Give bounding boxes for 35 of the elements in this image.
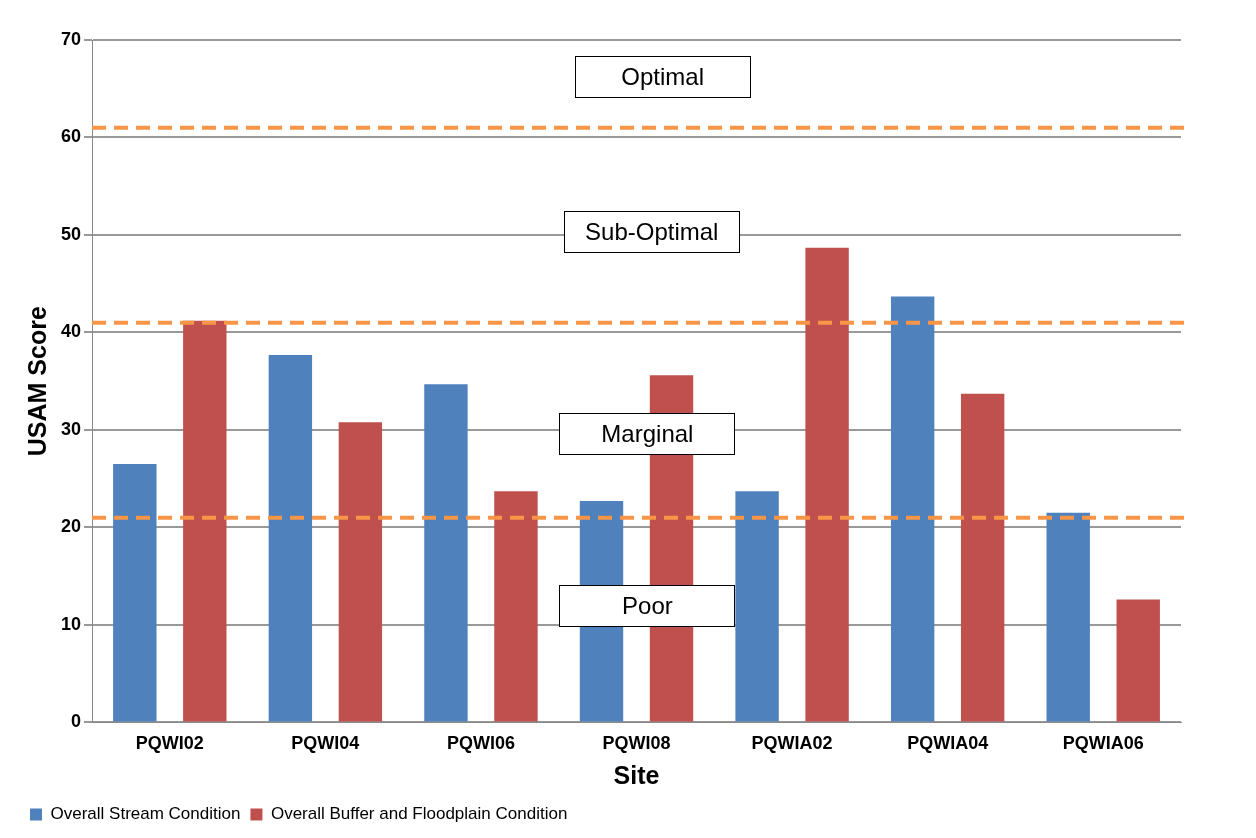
y-tick-label: 70 — [60, 28, 82, 49]
bar — [494, 491, 538, 722]
bar — [338, 422, 383, 722]
x-tick-label: PQWI02 — [135, 733, 204, 754]
x-axis-title: Site — [613, 760, 660, 789]
legend-label: Overall Buffer and Floodplain Condition — [270, 804, 568, 824]
x-tick-label: PQWIA04 — [907, 733, 989, 754]
annotation: Sub-Optimal — [585, 217, 719, 246]
annotation: Poor — [622, 592, 673, 621]
x-tick-label: PQWI04 — [291, 733, 360, 754]
bar — [805, 247, 849, 722]
annotation: Marginal — [601, 420, 694, 449]
y-axis-title: USAM Score — [22, 306, 51, 457]
bar — [960, 393, 1005, 722]
bar — [735, 491, 779, 722]
bar — [890, 296, 935, 722]
x-tick-label: PQWI08 — [602, 733, 671, 754]
x-tick-label: PQWIA02 — [751, 733, 833, 754]
y-tick-label: 50 — [60, 223, 82, 244]
bar — [183, 320, 227, 722]
y-tick-label: 30 — [60, 418, 82, 439]
y-tick-label: 10 — [60, 613, 82, 634]
bar — [1046, 512, 1090, 722]
x-tick-label: PQWIA06 — [1062, 733, 1144, 754]
y-tick-label: 20 — [60, 516, 82, 537]
y-tick-label: 40 — [60, 321, 82, 342]
bar — [1116, 599, 1160, 722]
bar — [113, 464, 157, 722]
bar — [424, 384, 468, 722]
bar — [268, 354, 313, 722]
x-tick-label: PQWI06 — [446, 733, 515, 754]
y-tick-label: 0 — [71, 711, 82, 732]
annotation: Optimal — [621, 62, 704, 91]
y-tick-label: 60 — [60, 126, 82, 147]
legend-label: Overall Stream Condition — [50, 804, 241, 824]
